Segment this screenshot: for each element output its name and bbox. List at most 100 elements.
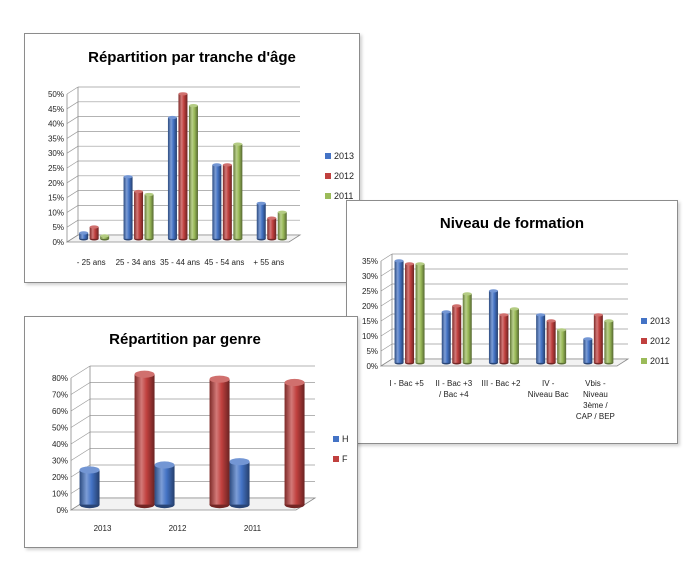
- grid-depth-line: [66, 101, 79, 110]
- y-tick-label: 30%: [48, 149, 64, 158]
- x-tick-label: 2012: [169, 524, 187, 533]
- grid-depth-line: [66, 219, 79, 228]
- bar-2013: [123, 175, 133, 241]
- gender-chart: Répartition par genre 0% 10% 20% 30% 40% 50% 6…: [52, 331, 349, 533]
- legend-label-F: F: [342, 454, 348, 464]
- legend-swatch-H: [333, 436, 339, 442]
- bar-2012: [405, 262, 415, 365]
- bar-2011: [233, 142, 243, 241]
- bar-2012: [593, 313, 603, 365]
- grid-depth-line: [70, 365, 91, 379]
- legend-swatch-2012: [325, 173, 331, 179]
- bar-2013: [256, 201, 266, 241]
- y-tick-label: 40%: [48, 120, 64, 129]
- grid-depth-line: [380, 298, 393, 307]
- x-tick-label: / Bac +4: [439, 390, 469, 399]
- bar-2012: [499, 313, 509, 365]
- legend-label-2011: 2011: [650, 356, 669, 366]
- chart-panel-genre: Répartition par genre 0% 10% 20% 30% 40% 50% 6…: [24, 316, 358, 548]
- bar-H: [79, 466, 100, 509]
- chart-panel-formation: Niveau de formation 0% 5% 10% 15% 20% 25% 30% 3…: [346, 200, 678, 444]
- y-tick-label: 0%: [56, 506, 68, 515]
- x-tick-label: III - Bac +2: [482, 379, 521, 388]
- bar-H: [154, 461, 175, 509]
- x-tick-label: 2013: [94, 524, 112, 533]
- bar-2013: [394, 259, 404, 365]
- y-tick-label: 30%: [362, 272, 378, 281]
- bar-F: [284, 378, 305, 509]
- y-tick-label: 35%: [48, 134, 64, 143]
- y-tick-label: 10%: [362, 332, 378, 341]
- chart-floor: [69, 497, 317, 511]
- x-tick-label: Vbis -: [585, 379, 606, 388]
- y-tick-label: 15%: [362, 317, 378, 326]
- y-tick-label: 70%: [52, 391, 68, 400]
- y-tick-label: 5%: [366, 347, 378, 356]
- age-chart: Répartition par tranche d'âge 0% 5% 10% 15%…: [48, 49, 354, 267]
- bar-F: [134, 370, 155, 509]
- x-tick-label: CAP / BEP: [576, 412, 615, 421]
- legend-swatch-2011: [641, 358, 647, 364]
- x-tick-label: 3ème /: [583, 401, 608, 410]
- legend-label-2013: 2013: [334, 151, 354, 161]
- y-tick-label: 5%: [52, 223, 64, 232]
- legend-label-2012: 2012: [334, 171, 354, 181]
- grid-depth-line: [66, 131, 79, 139]
- grid-depth-line: [66, 205, 79, 213]
- chart-panel-age: Répartition par tranche d'âge 0% 5% 10% 15%…: [24, 33, 360, 283]
- y-tick-label: 60%: [52, 407, 68, 416]
- grid-depth-line: [70, 415, 91, 428]
- bar-2013: [167, 115, 177, 241]
- bar-2013: [441, 310, 451, 365]
- legend-label-2013: 2013: [650, 316, 670, 326]
- y-tick-label: 35%: [362, 257, 378, 266]
- chart-title: Répartition par genre: [109, 331, 261, 348]
- y-tick-label: 10%: [48, 208, 64, 217]
- legend-label-2012: 2012: [650, 336, 670, 346]
- x-tick-label: 45 - 54 ans: [204, 258, 244, 267]
- chart-title: Niveau de formation: [440, 215, 584, 232]
- legend-swatch-2013: [641, 318, 647, 324]
- x-tick-label: - 25 ans: [77, 258, 106, 267]
- y-tick-label: 20%: [48, 179, 64, 188]
- legend-swatch-2013: [325, 153, 331, 159]
- grid-depth-line: [70, 448, 91, 461]
- bar-H: [229, 458, 250, 509]
- y-tick-label: 20%: [52, 473, 68, 482]
- legend-swatch-2011: [325, 193, 331, 199]
- bar-2012: [178, 92, 188, 241]
- y-tick-label: 10%: [52, 490, 68, 499]
- bar-2013: [212, 163, 222, 241]
- formation-chart: Niveau de formation 0% 5% 10% 15% 20% 25% 30% 3…: [362, 215, 670, 421]
- bar-2011: [100, 234, 110, 241]
- chart-title: Répartition par tranche d'âge: [88, 49, 296, 66]
- grid-depth-line: [380, 283, 393, 292]
- y-tick-label: 15%: [48, 194, 64, 203]
- x-tick-label: 25 - 34 ans: [116, 258, 156, 267]
- bar-2012: [267, 216, 277, 241]
- y-tick-label: 30%: [52, 457, 68, 466]
- grid-depth-line: [380, 343, 393, 352]
- x-tick-label: Niveau Bac: [528, 390, 569, 399]
- legend-swatch-F: [333, 456, 339, 462]
- legend-label-H: H: [342, 434, 349, 444]
- bar-F: [209, 375, 230, 509]
- y-tick-label: 80%: [52, 374, 68, 383]
- x-tick-label: 35 - 44 ans: [160, 258, 200, 267]
- bar-2011: [509, 307, 519, 365]
- grid-depth-line: [66, 145, 79, 154]
- bar-2013: [583, 337, 593, 365]
- x-tick-label: I - Bac +5: [389, 379, 424, 388]
- x-tick-label: II - Bac +3: [435, 379, 472, 388]
- bar-2012: [452, 304, 462, 365]
- grid-depth-line: [70, 431, 91, 445]
- y-tick-label: 0%: [366, 362, 378, 371]
- bar-2011: [277, 210, 287, 241]
- grid-depth-line: [70, 398, 91, 412]
- y-tick-label: 45%: [48, 105, 64, 114]
- grid-depth-line: [380, 253, 393, 262]
- y-tick-label: 40%: [52, 440, 68, 449]
- legend-label-2011: 2011: [334, 191, 353, 201]
- bar-2013: [79, 231, 89, 241]
- bar-2011: [462, 292, 472, 365]
